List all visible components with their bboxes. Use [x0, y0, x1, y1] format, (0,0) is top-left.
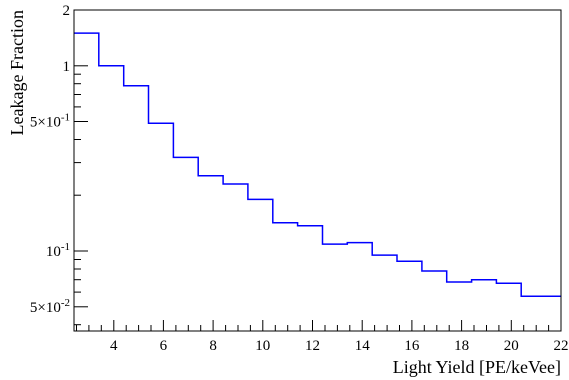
y-tick-label: 10-1 — [46, 241, 70, 260]
x-tick-label: 10 — [255, 338, 270, 354]
y-tick-label: 1 — [63, 59, 71, 75]
histogram-step-line — [74, 32, 561, 297]
x-tick-label: 22 — [554, 338, 569, 354]
y-tick-label: 2 — [63, 3, 71, 19]
x-tick-label: 8 — [209, 338, 217, 354]
x-tick-labels: 4 6 8 10 12 14 16 18 20 22 — [110, 338, 568, 354]
plot-frame — [73, 9, 562, 332]
x-tick-label: 4 — [110, 338, 118, 354]
y-tick-label: 5×10-2 — [30, 297, 70, 316]
x-tick-label: 6 — [160, 338, 168, 354]
y-tick-label: 5×10-1 — [30, 112, 70, 131]
x-tick-label: 18 — [454, 338, 469, 354]
x-axis-title: Light Yield [PE/keVee] — [393, 357, 561, 377]
y-tick-labels: 2 1 5×10-1 10-1 5×10-2 — [30, 3, 70, 316]
x-tick-label: 14 — [355, 338, 371, 354]
axis-ticks — [74, 9, 562, 331]
x-tick-label: 20 — [504, 338, 519, 354]
y-axis-title: Leakage Fraction — [7, 10, 27, 135]
x-tick-label: 16 — [404, 338, 420, 354]
x-tick-label: 12 — [305, 338, 320, 354]
